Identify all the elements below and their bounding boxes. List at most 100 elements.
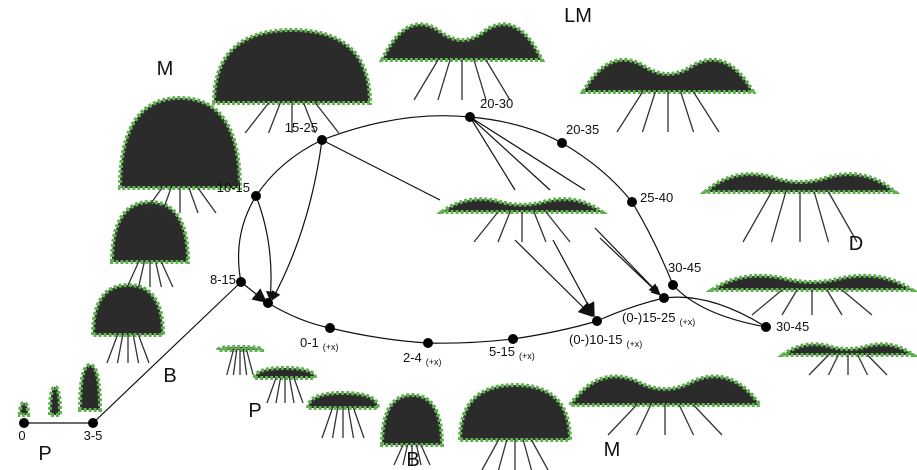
plant-roots <box>143 187 217 214</box>
stage-label: M <box>604 439 621 461</box>
node-label: 20-30 <box>480 96 513 111</box>
node-dot <box>465 112 475 122</box>
node-dot <box>423 338 433 348</box>
node-label: 20-35 <box>566 122 599 137</box>
stage-label: D <box>849 233 863 255</box>
node-dot <box>508 334 518 344</box>
node-label: 30-45 <box>668 260 701 275</box>
plant-canopy <box>435 197 609 214</box>
node-label-text: (0-)15-25 <box>622 310 675 325</box>
node-label-text: 2-4 <box>403 350 422 365</box>
edge <box>469 116 586 191</box>
edge <box>321 139 441 201</box>
arrow <box>255 195 276 301</box>
plant-canopy <box>117 95 243 190</box>
node-dot <box>659 293 669 303</box>
plant-canopy <box>457 382 573 442</box>
plant-canopy <box>90 282 166 337</box>
stage-label: B <box>163 365 176 387</box>
plant-roots <box>413 59 511 101</box>
node-label: 10-15 <box>217 180 250 195</box>
node-label: 15-25 <box>285 120 318 135</box>
node-label-text: 25-40 <box>640 190 673 205</box>
plant-roots <box>481 439 549 470</box>
plant-canopy <box>77 362 103 412</box>
plant-canopy <box>379 392 445 447</box>
node-label-text: 0-1 <box>300 335 319 350</box>
node-label-text: 3-5 <box>84 428 103 443</box>
node-label: 25-40 <box>640 190 673 205</box>
plant-roots <box>473 211 571 243</box>
node-label-text: 5-15 <box>489 344 515 359</box>
plant-canopy <box>47 384 63 417</box>
node-dot <box>263 298 273 308</box>
node-label-suffix: (+x) <box>679 317 695 327</box>
edge <box>237 115 767 328</box>
plant-roots <box>393 444 431 466</box>
plant-canopy <box>252 365 318 380</box>
node-label-suffix: (+x) <box>426 357 442 367</box>
plant-roots <box>226 349 254 376</box>
plant-roots <box>321 407 365 439</box>
arrow <box>552 239 595 318</box>
node-label: 5-15 (+x) <box>489 344 535 361</box>
node-label: 0-1 (+x) <box>300 335 339 352</box>
plant-canopy-edge <box>710 275 914 291</box>
plant-roots <box>126 261 174 288</box>
plant-canopy <box>705 273 917 292</box>
plant-canopy <box>699 172 901 194</box>
node-label: 0 <box>18 428 25 443</box>
node-label-text: 30-45 <box>776 319 809 334</box>
plant-roots <box>742 191 858 243</box>
plant-canopy <box>211 27 373 105</box>
plant-roots <box>751 289 873 316</box>
plant-canopy <box>17 400 31 417</box>
node-dot <box>592 316 602 326</box>
node-label-suffix: (+x) <box>323 342 339 352</box>
stage-label: P <box>38 443 51 465</box>
plant-roots <box>607 404 723 436</box>
node-label-text: 10-15 <box>217 180 250 195</box>
plant-canopy-edge <box>781 343 915 356</box>
plant-canopy <box>215 344 265 352</box>
plant-roots <box>106 334 150 364</box>
node-label-text: 0 <box>18 428 25 443</box>
node-label-text: 30-45 <box>668 260 701 275</box>
node-label: 30-45 <box>776 319 809 334</box>
node-label-text: (0-)10-15 <box>569 332 622 347</box>
node-dot <box>325 323 335 333</box>
plant-illustrations <box>17 22 917 470</box>
node-dot <box>668 280 678 290</box>
plant-canopy-edge <box>569 375 761 406</box>
stage-label: M <box>157 58 174 80</box>
node-dot <box>627 197 637 207</box>
node-label-text: 8-15 <box>210 272 236 287</box>
plant-canopy <box>579 57 757 94</box>
plant-roots <box>616 91 720 133</box>
plant-roots <box>266 377 304 404</box>
stage-label: P <box>248 400 261 422</box>
node-label-text: 20-30 <box>480 96 513 111</box>
arrow <box>594 227 659 294</box>
stage-label: LM <box>564 5 592 27</box>
node-label-suffix: (+x) <box>626 339 642 349</box>
plant-canopy-edge <box>703 173 897 193</box>
node-label: 3-5 <box>84 428 103 443</box>
plant-roots <box>808 354 888 376</box>
node-dot <box>236 277 246 287</box>
arrow <box>271 139 323 301</box>
node-dot <box>19 418 29 428</box>
plant-canopy-edge <box>49 386 61 416</box>
plant-roots <box>244 102 340 134</box>
plant-canopy <box>305 390 381 410</box>
node-label: 8-15 <box>210 272 236 287</box>
plant-canopy <box>378 22 546 62</box>
node-label-text: 15-25 <box>285 120 318 135</box>
node-label: 2-4 (+x) <box>403 350 442 367</box>
node-dot <box>88 418 98 428</box>
node-dot <box>251 191 261 201</box>
node-label: (0-)15-25 (+x) <box>622 310 695 327</box>
node-dot <box>761 322 771 332</box>
node-label-text: 20-35 <box>566 122 599 137</box>
